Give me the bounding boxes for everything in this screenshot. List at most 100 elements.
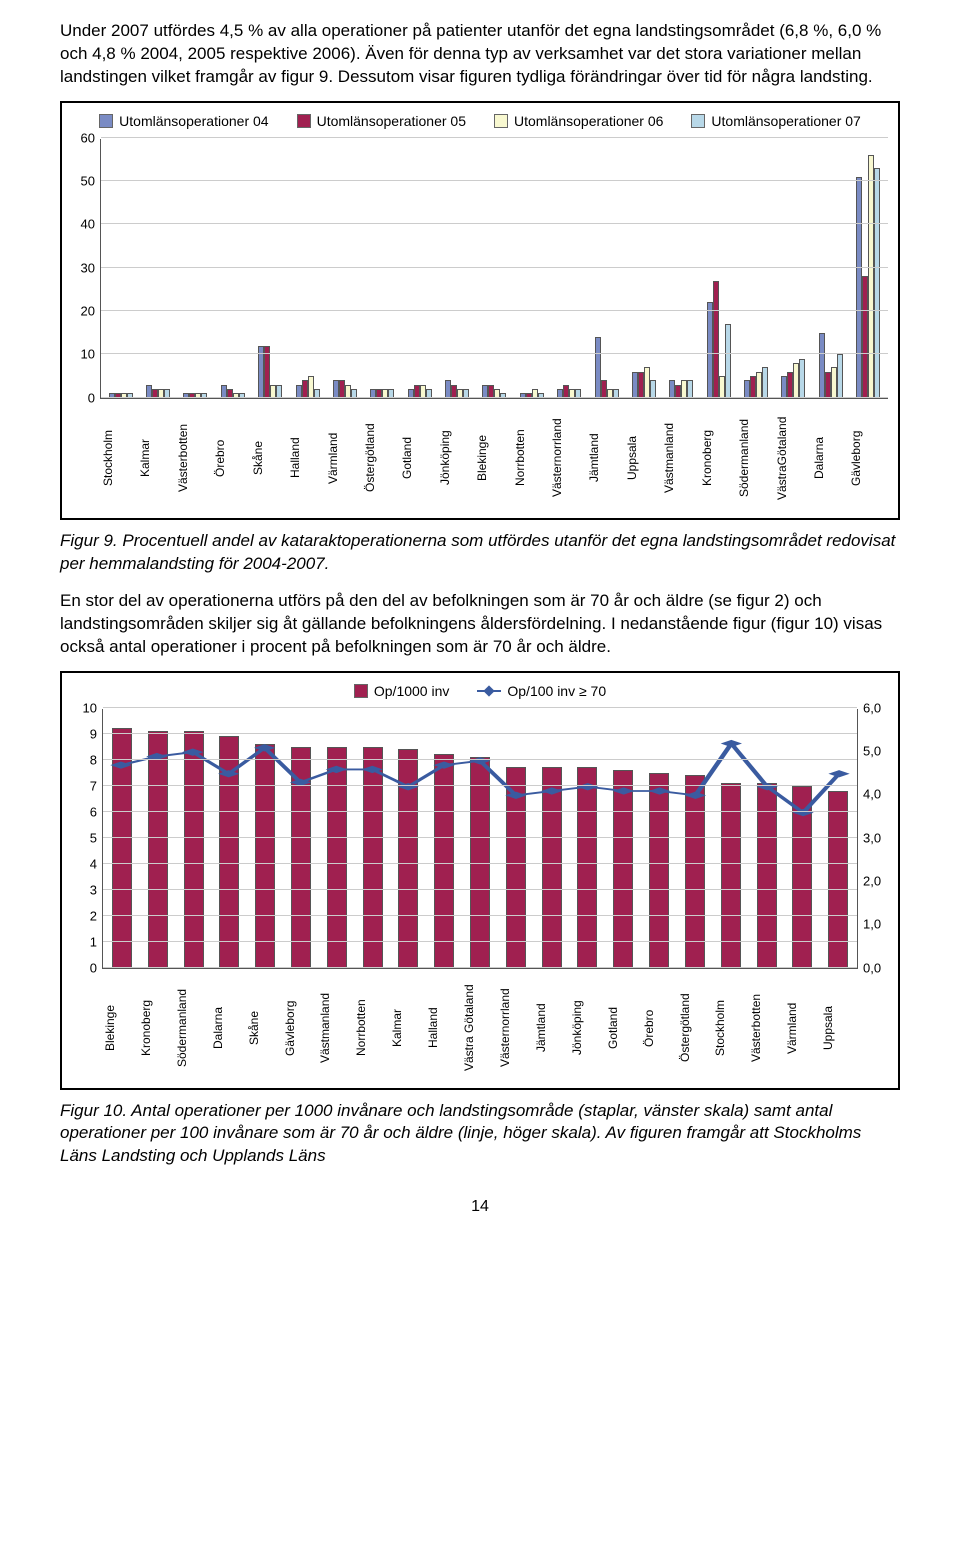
legend-item: Utomlänsoperationer 04	[99, 113, 268, 129]
bar-group	[851, 139, 886, 398]
bar	[219, 736, 239, 967]
y-tick: 60	[81, 130, 101, 145]
bar	[398, 749, 418, 967]
legend-label: Utomlänsoperationer 05	[317, 113, 466, 129]
y-tick: 0	[88, 390, 101, 405]
bar-group	[177, 709, 211, 968]
bar-group	[320, 709, 354, 968]
x-label: Halland	[427, 973, 461, 1083]
x-label: Stockholm	[714, 973, 748, 1083]
x-label: Östergötland	[679, 973, 713, 1083]
x-label: Gävleborg	[850, 403, 885, 513]
bar-group	[105, 709, 139, 968]
x-label: Gotland	[401, 403, 436, 513]
bar-group	[589, 139, 624, 398]
x-label: Dalarna	[212, 973, 246, 1083]
figure-10-xlabels: BlekingeKronobergSödermanlandDalarnaSkån…	[102, 973, 858, 1083]
bar	[725, 324, 731, 398]
x-label: Dalarna	[813, 403, 848, 513]
bar	[874, 168, 880, 398]
bar-group	[714, 709, 748, 968]
x-label: Örebro	[214, 403, 249, 513]
legend-swatch	[494, 114, 508, 128]
bar	[506, 767, 526, 967]
x-label: Västernorrland	[499, 973, 533, 1083]
bar-group	[785, 709, 819, 968]
bar-group	[678, 709, 712, 968]
legend-label: Op/1000 inv	[374, 683, 450, 699]
bar	[687, 380, 693, 397]
legend-label: Utomlänsoperationer 04	[119, 113, 268, 129]
x-label: Södermanland	[738, 403, 773, 513]
x-label: Jämtland	[588, 403, 623, 513]
x-label: Kronoberg	[140, 973, 174, 1083]
bar-group	[571, 709, 605, 968]
legend-line-swatch	[477, 690, 501, 692]
bar	[837, 354, 843, 397]
x-label: Södermanland	[176, 973, 210, 1083]
legend-item: Utomlänsoperationer 07	[691, 113, 860, 129]
bar	[762, 367, 768, 397]
bar-group	[776, 139, 811, 398]
y-tick-left: 1	[90, 934, 103, 949]
bar-group	[738, 139, 773, 398]
x-label: Norrbotten	[355, 973, 389, 1083]
page-number: 14	[60, 1198, 900, 1216]
legend-swatch	[99, 114, 113, 128]
legend-item: Op/1000 inv	[354, 683, 450, 699]
legend-item: Utomlänsoperationer 06	[494, 113, 663, 129]
y-tick-left: 2	[90, 908, 103, 923]
figure-9-legend: Utomlänsoperationer 04 Utomlänsoperatione…	[72, 113, 888, 129]
bar	[542, 767, 562, 967]
figure-9-plot: 0102030405060	[100, 139, 888, 399]
bar	[650, 380, 656, 397]
bar	[434, 754, 454, 967]
bar-group	[215, 139, 250, 398]
bar	[112, 728, 132, 967]
y-tick: 10	[81, 347, 101, 362]
bar	[255, 744, 275, 968]
bar-group	[514, 139, 549, 398]
x-label: Kalmar	[139, 403, 174, 513]
bar-group	[463, 709, 497, 968]
y-tick-right: 1,0	[857, 917, 881, 932]
bar-group	[701, 139, 736, 398]
bar	[649, 773, 669, 968]
x-label: Västmanland	[663, 403, 698, 513]
x-label: Västra Götaland	[463, 973, 497, 1083]
bar-group	[439, 139, 474, 398]
x-label: Kalmar	[391, 973, 425, 1083]
legend-item: Op/100 inv ≥ 70	[477, 683, 606, 699]
x-label: Västerbotten	[177, 403, 212, 513]
x-label: Uppsala	[626, 403, 661, 513]
bar	[184, 731, 204, 968]
bar-group	[606, 709, 640, 968]
x-label: Östergötland	[364, 403, 399, 513]
y-tick-left: 0	[90, 960, 103, 975]
y-tick: 20	[81, 304, 101, 319]
y-tick-right: 4,0	[857, 787, 881, 802]
figure-10-legend: Op/1000 inv Op/100 inv ≥ 70	[72, 683, 888, 699]
x-label: Kronoberg	[701, 403, 736, 513]
y-tick: 40	[81, 217, 101, 232]
bar-group	[750, 709, 784, 968]
x-label: Uppsala	[822, 973, 856, 1083]
bar-group	[821, 709, 855, 968]
bar-group	[535, 709, 569, 968]
bar-group	[626, 139, 661, 398]
bar	[327, 747, 347, 968]
x-label: Stockholm	[102, 403, 137, 513]
bar-group	[392, 709, 426, 968]
x-label: Värmland	[786, 973, 820, 1083]
x-label: Örebro	[643, 973, 677, 1083]
bar-group	[664, 139, 699, 398]
x-label: Skåne	[252, 403, 287, 513]
x-label: Halland	[289, 403, 324, 513]
x-label: Norrbotten	[514, 403, 549, 513]
x-label: Jämtland	[535, 973, 569, 1083]
y-tick-left: 10	[83, 700, 103, 715]
x-label: Värmland	[327, 403, 362, 513]
bar	[799, 359, 805, 398]
y-tick-left: 4	[90, 856, 103, 871]
y-tick: 30	[81, 260, 101, 275]
